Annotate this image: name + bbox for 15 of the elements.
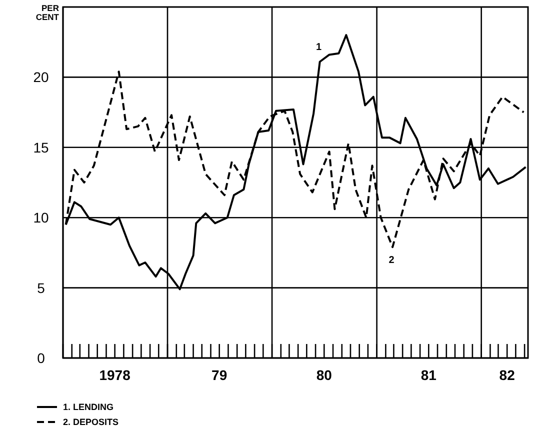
- annotation: 2: [388, 255, 395, 266]
- y-tick-label: 20: [33, 69, 49, 86]
- y-tick-label: 15: [33, 139, 49, 156]
- legend-label: 1. LENDING: [63, 402, 114, 412]
- y-axis-title: PER CENT: [36, 3, 60, 22]
- x-tick-label: 79: [212, 367, 228, 383]
- y-tick-label: 5: [37, 280, 46, 296]
- x-tick-label: 81: [420, 367, 437, 383]
- x-tick-label: 82: [499, 367, 516, 383]
- x-tick-label: 80: [316, 367, 332, 383]
- y-tick-label: 10: [33, 210, 49, 226]
- legend-label: 2. DEPOSITS: [63, 417, 119, 427]
- annotation: 1: [316, 42, 322, 53]
- x-tick-label: 1978: [99, 367, 131, 383]
- y-tick-label: 0: [37, 350, 46, 366]
